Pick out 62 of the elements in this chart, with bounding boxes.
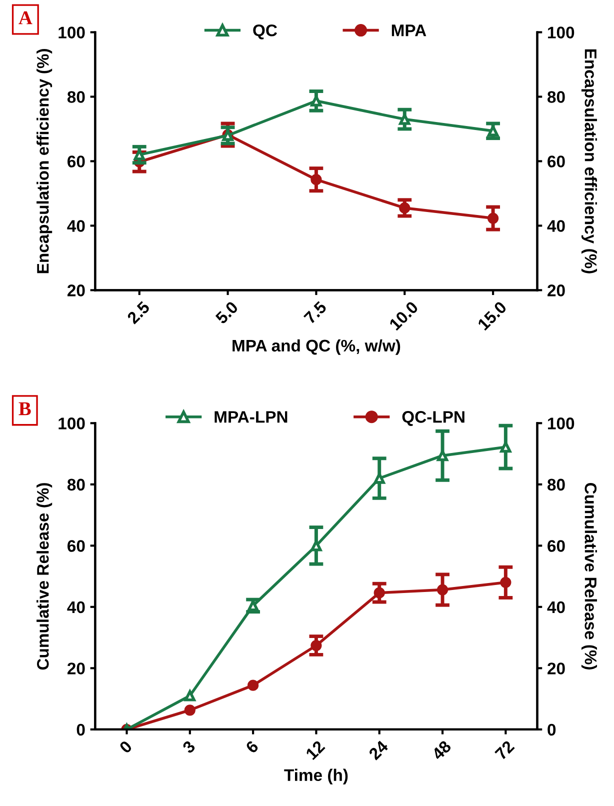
y2-tick-label: 0: [548, 724, 556, 736]
x-tick-label: 72: [494, 740, 515, 760]
y2-tick-label: 40: [547, 601, 565, 614]
x-tick-label: 3: [182, 740, 196, 754]
y-tick-label: 20: [67, 284, 85, 296]
legend-label: MPA: [392, 24, 426, 36]
x-tick-label: 6: [245, 740, 260, 754]
point: [310, 95, 322, 106]
y-tick-label: 100: [58, 26, 85, 38]
y2-tick-label: 60: [548, 156, 565, 168]
y-tick-label: 40: [67, 220, 85, 232]
point: [399, 202, 410, 214]
y-tick-label: 80: [67, 91, 85, 103]
point: [310, 640, 322, 652]
y-tick-label: 100: [58, 418, 85, 430]
y2-tick-label: 20: [548, 284, 565, 296]
y2-tick-label: 20: [548, 662, 565, 674]
x-axis-title: MPA and QC (%, w/w): [232, 339, 400, 355]
y2-tick-label: 60: [548, 540, 565, 552]
y2-tick-label: 40: [547, 220, 565, 232]
legend-label: QC-LPN: [402, 411, 464, 426]
x-tick-label: 12: [305, 740, 326, 760]
point: [184, 690, 196, 702]
point: [436, 584, 448, 596]
point: [374, 472, 385, 484]
point: [134, 149, 145, 160]
point: [310, 540, 322, 552]
y2-tick-label: 80: [548, 91, 565, 103]
y-tick-label: 20: [67, 662, 85, 674]
y2-tick-label: 80: [548, 478, 565, 491]
y-tick-label: 60: [68, 540, 85, 552]
point: [436, 450, 448, 462]
point: [184, 704, 196, 716]
y2-tick-label: 100: [548, 26, 574, 38]
y2-axis-title: Cumulative Release (%): [581, 482, 597, 670]
point: [374, 587, 385, 598]
y2-axis-title: Encapsulation efficiency (%): [581, 49, 597, 274]
x-tick-label: 5.0: [214, 300, 239, 325]
y-tick-label: 40: [67, 601, 85, 614]
point: [310, 174, 322, 186]
x-axis-title: Time (h): [284, 768, 348, 784]
point: [248, 680, 259, 691]
x-tick-label: 2.5: [126, 300, 150, 325]
text: A: [18, 11, 32, 24]
y2-tick-label: 100: [548, 418, 574, 430]
text: B: [18, 402, 31, 416]
point: [487, 212, 499, 224]
y-tick-label: 0: [76, 724, 85, 736]
legend-label: MPA-LPN: [214, 411, 288, 423]
x-tick-label: 48: [430, 740, 452, 761]
point: [500, 576, 512, 588]
x-tick-label: 0: [118, 740, 133, 754]
y-tick-label: 60: [68, 156, 85, 168]
legend-label: QC: [253, 24, 278, 40]
point: [487, 125, 499, 136]
y-tick-label: 80: [67, 478, 85, 491]
point: [500, 441, 512, 453]
y-axis-title: Encapsulation efficiency (%): [36, 49, 52, 274]
x-tick-label: 7.5: [303, 300, 328, 324]
x-tick-label: 24: [368, 740, 389, 760]
y-axis-title: Cumulative Release (%): [36, 483, 52, 670]
point: [399, 114, 410, 125]
